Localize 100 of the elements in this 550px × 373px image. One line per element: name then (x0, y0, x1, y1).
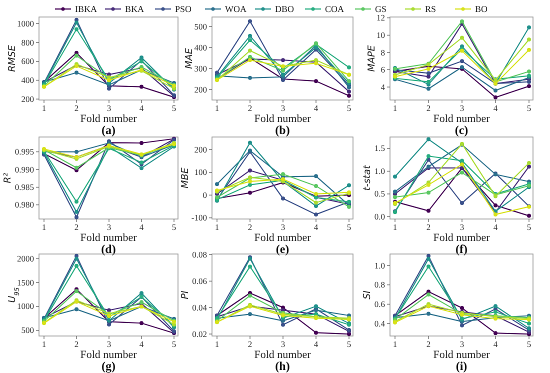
point (426, 80, 430, 84)
x-tick-label: 4 (314, 103, 319, 113)
x-tick-label: 1 (392, 222, 398, 232)
y-axis-title: MBE (180, 168, 191, 188)
legend-label: IBKA (75, 4, 98, 14)
point (460, 170, 464, 175)
y-tick-label: 0.02 (192, 328, 207, 339)
y-tick-label: 0.990 (14, 164, 34, 174)
point (74, 166, 78, 170)
point (527, 214, 531, 218)
point (248, 264, 252, 269)
y-tick-label: 0.06 (192, 276, 207, 286)
point (74, 215, 78, 220)
y-tick-label: 100 (194, 167, 207, 178)
x-tick-label: 3 (106, 222, 112, 232)
y-tick-label: 0 (202, 190, 207, 200)
legend-label: BO (475, 4, 488, 14)
x-tick-label: 3 (106, 103, 112, 113)
x-tick-label: 5 (346, 103, 352, 113)
x-tick-label: 4 (139, 103, 144, 113)
x-tick-label: 4 (139, 339, 144, 349)
point (215, 182, 219, 186)
y-tick-label: 1500 (17, 277, 34, 288)
x-tick-label: 2 (248, 103, 252, 113)
y-tick-label: 1.0 (374, 166, 385, 176)
x-tick-label: 2 (248, 222, 252, 232)
y-tick-label: 800 (21, 37, 34, 48)
y-tick-label: 400 (194, 42, 207, 52)
point (248, 168, 252, 172)
x-tick-label: 5 (526, 339, 532, 349)
point (426, 71, 430, 76)
x-tick-label: 5 (172, 222, 176, 232)
y-tick-label: 0.985 (14, 182, 34, 192)
x-axis-title: Fold number (433, 349, 490, 361)
point (281, 172, 285, 176)
x-tick-label: 5 (526, 222, 532, 232)
point (314, 184, 318, 188)
text: (f) (456, 242, 468, 256)
y-axis-title: MAPE (366, 45, 378, 72)
point (314, 212, 318, 216)
text: (e) (276, 242, 290, 256)
point (426, 66, 430, 71)
x-tick-label: 4 (139, 222, 144, 232)
point (140, 56, 144, 60)
text: (i) (456, 359, 468, 373)
x-axis-title: Fold number (433, 232, 490, 244)
x-tick-label: 2 (426, 222, 431, 232)
point (527, 80, 531, 84)
legend-label: COA (325, 4, 344, 14)
point (494, 331, 498, 336)
x-tick-label: 3 (280, 339, 286, 349)
point (527, 321, 531, 326)
x-tick-label: 2 (74, 339, 79, 349)
legend-label: BKA (125, 4, 144, 14)
point (248, 312, 252, 316)
x-tick-label: 1 (392, 103, 398, 113)
point (426, 264, 430, 269)
point (426, 74, 430, 79)
point (314, 174, 318, 178)
point (74, 307, 78, 312)
point (140, 291, 144, 296)
y-tick-label: 500 (194, 21, 207, 32)
point (347, 94, 351, 98)
y-tick-label: 300 (194, 63, 207, 74)
text: (b) (275, 123, 290, 137)
point (140, 141, 144, 146)
point (426, 137, 430, 142)
point (281, 58, 285, 62)
point (347, 183, 351, 188)
y-tick-label: 1000 (17, 18, 34, 28)
x-tick-label: 5 (172, 103, 176, 113)
x-axis-title: Fold number (254, 349, 312, 361)
point (248, 34, 252, 38)
x-axis-title: Fold number (433, 113, 490, 125)
x-tick-label: 4 (493, 222, 498, 232)
point (494, 203, 498, 208)
point (140, 84, 144, 89)
point (281, 68, 285, 73)
text: (c) (454, 123, 468, 137)
point (527, 160, 531, 165)
y-tick-label: 200 (194, 144, 207, 154)
x-tick-label: 1 (214, 222, 220, 232)
y-tick-label: 4 (380, 82, 386, 92)
x-tick-label: 3 (280, 222, 286, 232)
y-tick-label: 0.08 (192, 249, 207, 260)
point (527, 48, 531, 52)
legend-label: DBO (275, 4, 294, 14)
x-tick-label: 5 (346, 339, 352, 349)
x-tick-label: 1 (214, 339, 220, 349)
point (74, 150, 78, 154)
point (494, 88, 498, 92)
point (314, 192, 318, 196)
point (393, 174, 397, 179)
point (248, 48, 252, 53)
point (426, 208, 430, 213)
text: (g) (102, 359, 116, 373)
x-tick-label: 4 (314, 339, 319, 349)
y-axis-title: SI (362, 290, 374, 300)
x-tick-label: 1 (42, 222, 46, 232)
point (460, 306, 464, 310)
